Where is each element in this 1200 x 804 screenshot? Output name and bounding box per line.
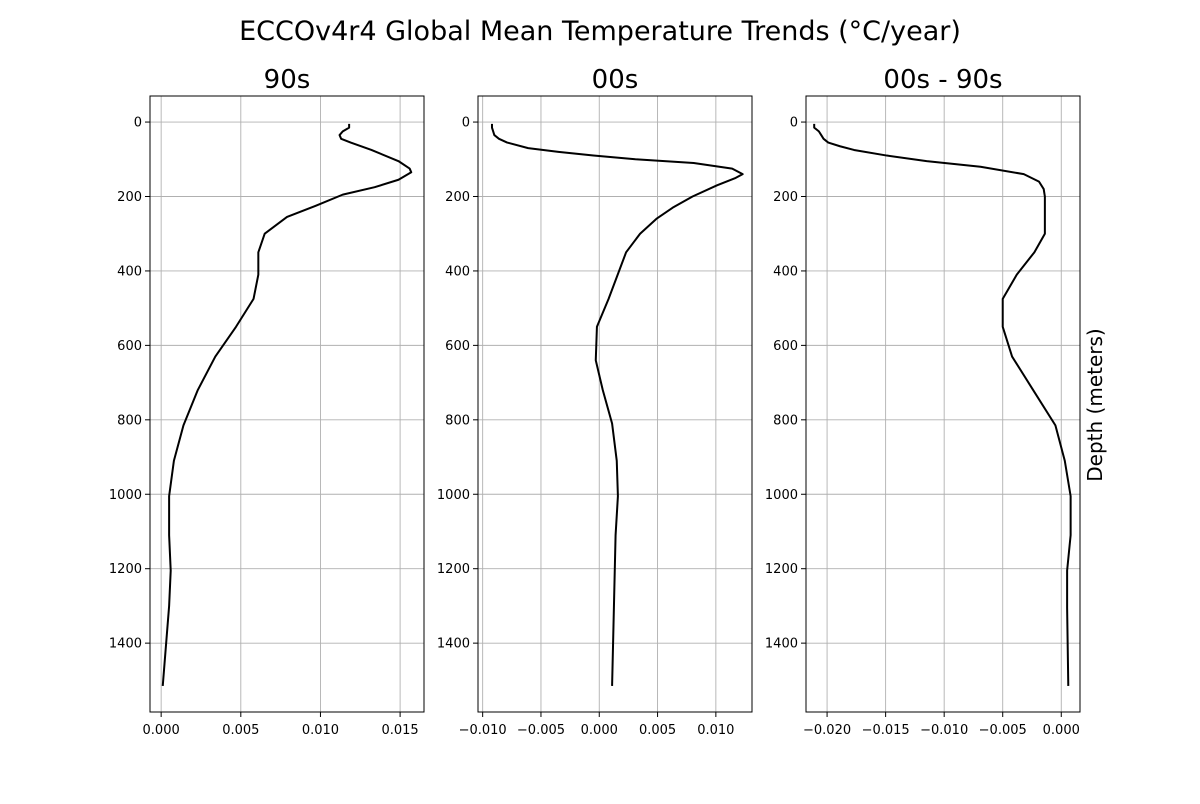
- series-line: [161, 123, 413, 687]
- x-tick-label: 0.010: [302, 723, 339, 738]
- axes-frame: [805, 95, 1081, 713]
- y-tick-label: 600: [773, 339, 798, 354]
- x-tick-label: 0.000: [1043, 723, 1080, 738]
- axes-frame: [477, 95, 753, 713]
- y-tick-label: 1200: [437, 562, 470, 577]
- y-tick-label: 0: [462, 116, 470, 131]
- subplot-title: 00s: [592, 65, 639, 95]
- y-tick-label: 800: [773, 413, 798, 428]
- y-tick-label: 1200: [109, 562, 142, 577]
- x-tick-label: 0.015: [381, 723, 418, 738]
- x-tick-label: −0.005: [979, 723, 1027, 738]
- figure-title: ECCOv4r4 Global Mean Temperature Trends …: [239, 16, 961, 47]
- subplot-2: −0.010 −0.005 0.000 0.005 0.010 0 200 400 600 800…: [437, 65, 753, 738]
- x-tick-label: 0.000: [581, 723, 618, 738]
- x-tick-label: 0.000: [143, 723, 180, 738]
- x-tick-label: −0.015: [862, 723, 910, 738]
- y-tick-label: 0: [134, 116, 142, 131]
- subplots-container: 0.000 0.005 0.010 0.015 0 200 400 600 800 1000 120…: [109, 65, 1081, 738]
- x-tick-label: −0.020: [803, 723, 851, 738]
- x-tick-label: 0.010: [697, 723, 734, 738]
- y-tick-label: 800: [117, 413, 142, 428]
- y-tick-label: 400: [117, 264, 142, 279]
- x-tick-label: −0.010: [459, 723, 507, 738]
- subplot-title: 90s: [264, 65, 311, 95]
- figure-ylabel: Depth (meters): [1083, 328, 1107, 481]
- x-tick-label: 0.005: [639, 723, 676, 738]
- y-tick-label: 800: [445, 413, 470, 428]
- y-tick-label: 1400: [765, 637, 798, 652]
- subplot-3: −0.020 −0.015 −0.010 −0.005 0.000 0 200 400 600 8…: [765, 65, 1081, 738]
- y-tick-label: 1000: [109, 488, 142, 503]
- subplot-title: 00s - 90s: [883, 65, 1002, 95]
- y-tick-label: 400: [445, 264, 470, 279]
- series-line: [490, 123, 744, 686]
- x-tick-label: −0.005: [517, 723, 565, 738]
- axes-frame: [149, 95, 425, 713]
- y-tick-label: 1400: [437, 637, 470, 652]
- y-tick-label: 0: [790, 116, 798, 131]
- y-tick-label: 1000: [765, 488, 798, 503]
- y-tick-label: 200: [773, 190, 798, 205]
- y-tick-label: 1200: [765, 562, 798, 577]
- y-tick-label: 600: [117, 339, 142, 354]
- y-tick-label: 1400: [109, 637, 142, 652]
- series-line: [813, 123, 1072, 686]
- x-tick-label: −0.010: [920, 723, 968, 738]
- y-tick-label: 1000: [437, 488, 470, 503]
- y-tick-label: 400: [773, 264, 798, 279]
- subplot-1: 0.000 0.005 0.010 0.015 0 200 400 600 800 1000 120…: [109, 65, 425, 738]
- y-tick-label: 200: [117, 190, 142, 205]
- y-tick-label: 200: [445, 190, 470, 205]
- x-tick-label: 0.005: [222, 723, 259, 738]
- y-tick-label: 600: [445, 339, 470, 354]
